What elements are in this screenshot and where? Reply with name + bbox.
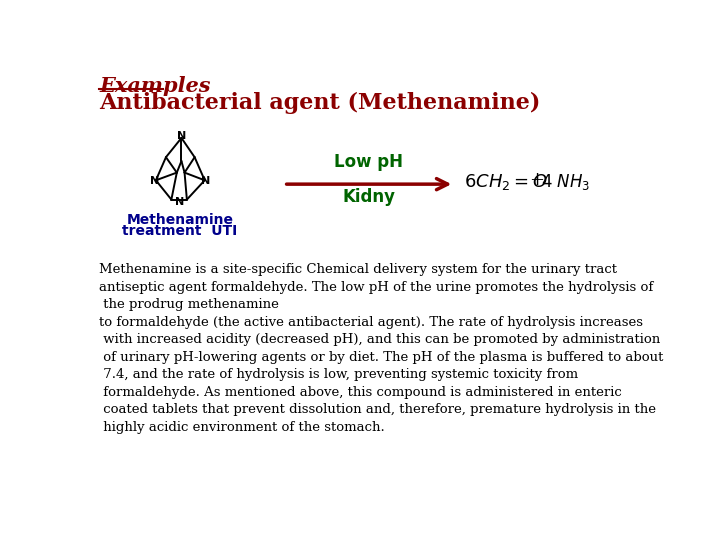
Text: treatment  UTI: treatment UTI (122, 224, 238, 238)
Text: $4\ NH_3$: $4\ NH_3$ (541, 172, 590, 192)
Text: N: N (150, 176, 159, 186)
Text: Methenamine is a site-specific Chemical delivery system for the urinary tract
an: Methenamine is a site-specific Chemical … (99, 264, 664, 434)
Text: Antibacterial agent (Methenamine): Antibacterial agent (Methenamine) (99, 92, 541, 114)
Text: Kidny: Kidny (343, 188, 395, 206)
Text: Low pH: Low pH (335, 153, 403, 171)
Text: N: N (174, 197, 184, 207)
Text: +: + (529, 171, 544, 190)
Text: N: N (201, 176, 210, 186)
Text: Methenamine: Methenamine (127, 213, 233, 227)
Text: Examples: Examples (99, 76, 211, 96)
Text: $6CH_2=O$: $6CH_2=O$ (464, 172, 547, 192)
Text: N: N (177, 131, 186, 141)
